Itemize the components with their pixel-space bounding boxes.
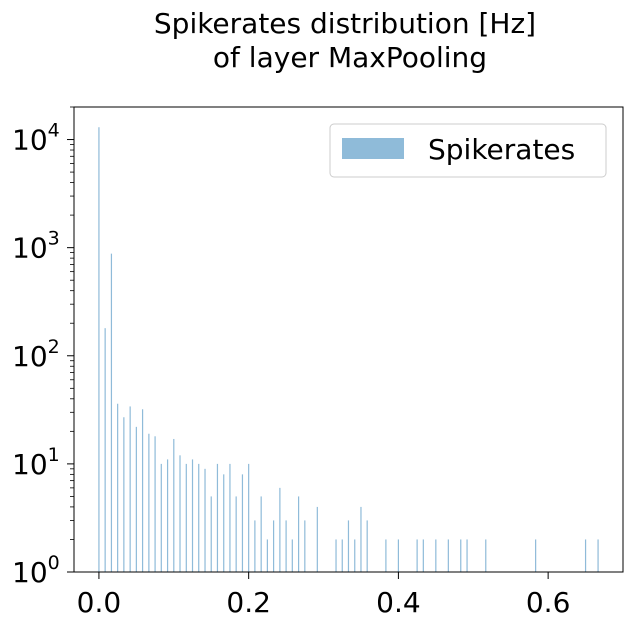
histogram-bar	[422, 539, 424, 572]
histogram-bar	[447, 539, 449, 572]
histogram-bar	[335, 539, 337, 572]
histogram-bar	[416, 539, 418, 572]
histogram-bar	[204, 468, 206, 572]
histogram-bar	[185, 463, 187, 572]
chart-title-line2: of layer MaxPooling	[213, 41, 487, 74]
legend-label: Spikerates	[428, 133, 575, 166]
histogram-bar	[354, 539, 356, 572]
histogram-bar	[198, 463, 200, 572]
histogram-bar	[216, 463, 219, 572]
histogram-bar	[129, 406, 131, 572]
histogram-bar	[223, 474, 225, 572]
legend: Spikerates	[329, 123, 607, 178]
histogram-bar	[347, 520, 350, 572]
histogram-bar	[597, 539, 599, 572]
histogram-bar	[460, 539, 462, 572]
y-tick-label: 103	[12, 228, 60, 265]
histogram-bar	[273, 520, 275, 572]
histogram-bar	[535, 539, 537, 572]
histogram-bar	[166, 459, 169, 572]
histogram-bar	[584, 539, 587, 572]
y-axis: 100 101 102 103 104	[12, 120, 74, 589]
histogram-bar	[148, 433, 150, 572]
histogram-bar	[110, 253, 113, 572]
histogram-bar	[397, 539, 399, 572]
histogram-bar	[235, 496, 237, 572]
histogram-bar	[285, 520, 287, 572]
histogram-bar	[254, 520, 256, 572]
y-tick-label: 104	[12, 120, 60, 157]
histogram-bar	[435, 539, 437, 572]
histogram-bar	[485, 539, 487, 572]
histogram-bar	[260, 496, 262, 572]
histogram-bar	[179, 455, 181, 572]
y-minor-ticks	[70, 106, 74, 540]
histogram-bar	[135, 426, 137, 572]
legend-swatch	[342, 138, 404, 159]
histogram-bar	[210, 496, 212, 572]
histogram-bar	[104, 328, 106, 572]
histogram-bar	[366, 520, 368, 572]
x-axis: 0.0 0.2 0.4 0.6	[77, 572, 571, 619]
histogram-bar	[291, 539, 293, 572]
histogram-bar	[117, 403, 119, 572]
histogram-bar	[123, 417, 125, 572]
legend-box	[329, 123, 607, 178]
histogram-bar	[385, 539, 387, 572]
x-tick-label: 0.0	[77, 586, 122, 619]
x-tick-label: 0.6	[526, 586, 571, 619]
histogram-bar	[266, 539, 268, 572]
histogram-bar	[229, 463, 231, 572]
histogram-bar	[154, 436, 156, 572]
histogram-bar	[298, 496, 300, 572]
histogram-bar	[191, 459, 194, 572]
histogram-bar	[304, 520, 306, 572]
chart-title-line1: Spikerates distribution [Hz]	[154, 7, 536, 40]
histogram-bar	[341, 539, 343, 572]
y-tick-label: 101	[12, 444, 60, 481]
histogram-bar	[141, 409, 144, 572]
histogram-bar	[241, 474, 244, 572]
x-tick-label: 0.4	[376, 586, 421, 619]
plot-frame	[73, 106, 624, 573]
histogram-bar	[360, 506, 362, 572]
histogram-bar	[98, 127, 100, 572]
histogram-bar	[316, 506, 318, 572]
histogram-bar	[173, 438, 175, 572]
bars-group	[98, 127, 599, 572]
x-tick-label: 0.2	[226, 586, 271, 619]
y-tick-label: 102	[12, 336, 60, 373]
histogram-bar	[248, 463, 250, 572]
histogram-bar	[279, 487, 281, 572]
histogram-bar	[466, 539, 468, 572]
histogram-bar	[160, 463, 162, 572]
y-tick-label: 100	[12, 552, 60, 589]
